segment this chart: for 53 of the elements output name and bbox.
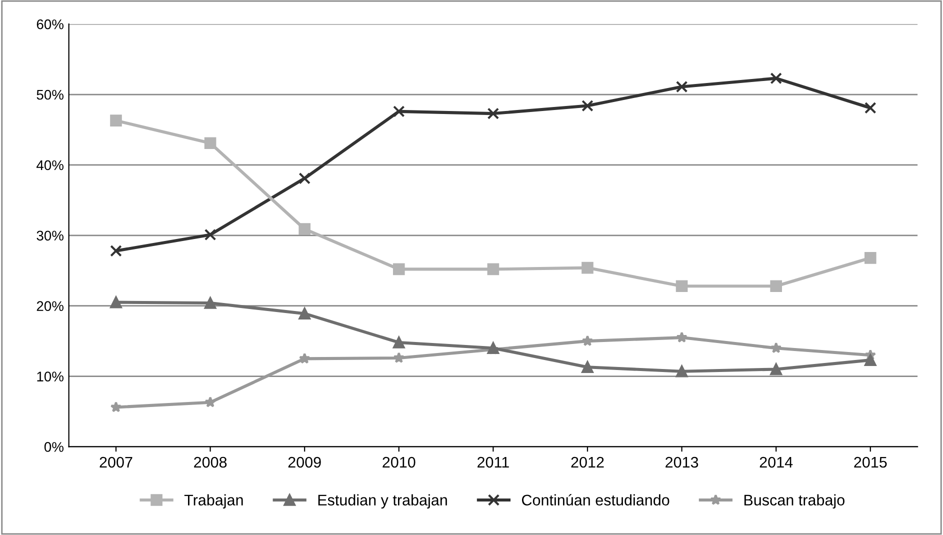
point <box>298 352 310 364</box>
legend-label: Continúan estudiando <box>522 494 670 506</box>
point <box>582 361 594 374</box>
point <box>392 336 405 348</box>
point <box>204 137 216 150</box>
x-tick-label: 2014 <box>760 456 793 468</box>
point <box>487 108 500 120</box>
point <box>582 262 594 274</box>
point <box>298 223 310 235</box>
point <box>110 244 122 257</box>
point <box>676 280 688 292</box>
legend-label: Buscan trabajo <box>744 494 844 509</box>
point <box>770 363 782 376</box>
x-tick-label: 2012 <box>571 456 604 468</box>
point <box>298 172 310 184</box>
legend-label: Estudian y trabajan <box>318 494 447 509</box>
y-tick-label: 50% <box>36 90 64 100</box>
point <box>676 365 688 378</box>
y-tick-label: 10% <box>37 372 64 382</box>
x-tick-label: 2011 <box>478 456 509 468</box>
point <box>110 401 122 412</box>
point <box>204 228 216 241</box>
legend-label: Trabajan <box>184 494 243 509</box>
y-tick-label: 20% <box>36 301 64 312</box>
point <box>770 72 782 84</box>
point <box>298 308 310 320</box>
point <box>110 114 122 126</box>
x-tick-label: 2008 <box>194 456 227 468</box>
point <box>392 263 405 276</box>
point <box>864 354 876 366</box>
point <box>393 352 405 363</box>
point <box>770 280 782 292</box>
x-tick-label: 2010 <box>382 456 416 468</box>
y-tick-label: 30% <box>36 230 64 241</box>
point <box>676 80 688 93</box>
point <box>392 106 405 118</box>
x-tick-label: 2007 <box>100 456 132 468</box>
point <box>582 100 594 112</box>
y-tick-label: 60% <box>36 19 64 30</box>
point <box>204 396 216 408</box>
x-tick-label: 2009 <box>288 456 321 468</box>
y-tick-label: 0% <box>44 442 64 452</box>
point <box>487 263 500 276</box>
y-tick-label: 40% <box>36 160 64 170</box>
point <box>676 332 688 343</box>
point <box>110 296 122 308</box>
point <box>770 342 782 354</box>
point <box>864 252 876 264</box>
point <box>864 102 876 114</box>
x-tick-label: 2013 <box>666 456 698 468</box>
point <box>582 335 594 346</box>
x-tick-label: 2015 <box>854 456 887 468</box>
point <box>204 297 216 309</box>
